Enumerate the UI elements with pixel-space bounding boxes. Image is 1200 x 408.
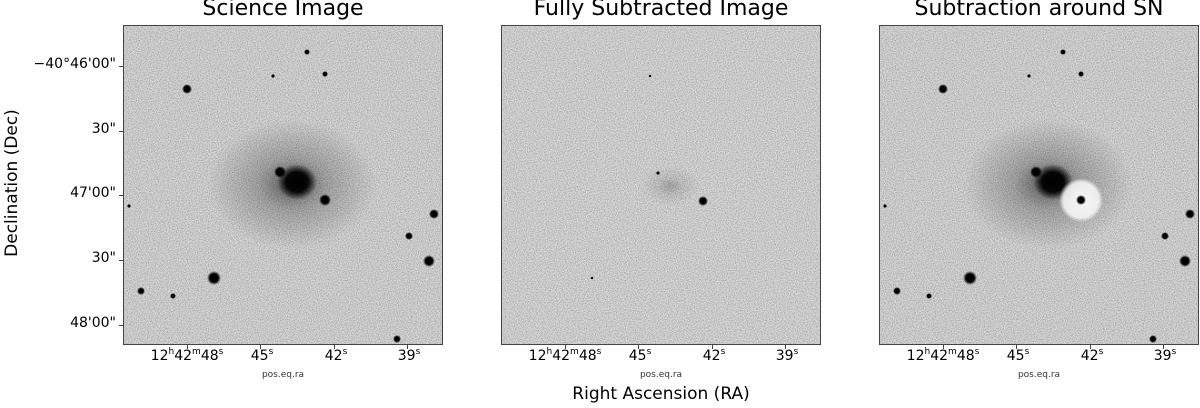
tick-mark (638, 345, 639, 349)
tick-mark (565, 345, 566, 349)
xtick-label: 39s (397, 347, 421, 364)
ytick-label: 30" (91, 121, 116, 137)
x-sublabel: pos.eq.ra (639, 370, 683, 380)
xtick-label: 45s (250, 347, 274, 364)
xtick-label: 42s (1080, 347, 1104, 364)
subtraction-around-sn-panel (879, 25, 1199, 345)
tick-mark (785, 345, 786, 349)
tick-mark (260, 345, 261, 349)
ytick-label: 47'00" (70, 185, 116, 201)
tick-mark (119, 131, 123, 132)
ytick-label: −40°46'00" (33, 56, 116, 72)
xtick-label: 42s (702, 347, 726, 364)
tick-mark (943, 345, 944, 349)
xtick-label: 42s (324, 347, 348, 364)
xtick-label: 39s (775, 347, 799, 364)
panel-title-science: Science Image (202, 0, 364, 21)
panel-title-subtraction-sn: Subtraction around SN (914, 0, 1164, 21)
tick-mark (119, 66, 123, 67)
xtick-label: 12h42m48s (150, 347, 224, 364)
x-sublabel: pos.eq.ra (261, 370, 305, 380)
ytick-label: 48'00" (70, 315, 116, 331)
xtick-label: 12h42m48s (906, 347, 980, 364)
tick-mark (407, 345, 408, 349)
panel-title-fully-subtracted: Fully Subtracted Image (533, 0, 789, 21)
tick-mark (119, 260, 123, 261)
tick-mark (334, 345, 335, 349)
science-image-panel (123, 25, 443, 345)
tick-mark (119, 195, 123, 196)
xtick-label: 39s (1153, 347, 1177, 364)
y-axis-label: Declination (Dec) (2, 109, 22, 257)
x-axis-label: Right Ascension (RA) (572, 384, 750, 404)
xtick-label: 12h42m48s (528, 347, 602, 364)
x-sublabel: pos.eq.ra (1017, 370, 1061, 380)
tick-mark (119, 325, 123, 326)
ytick-label: 30" (91, 250, 116, 266)
fully-subtracted-image-panel (501, 25, 821, 345)
xtick-label: 45s (1006, 347, 1030, 364)
xtick-label: 45s (628, 347, 652, 364)
tick-mark (1090, 345, 1091, 349)
tick-mark (712, 345, 713, 349)
tick-mark (1163, 345, 1164, 349)
tick-mark (187, 345, 188, 349)
tick-mark (1016, 345, 1017, 349)
